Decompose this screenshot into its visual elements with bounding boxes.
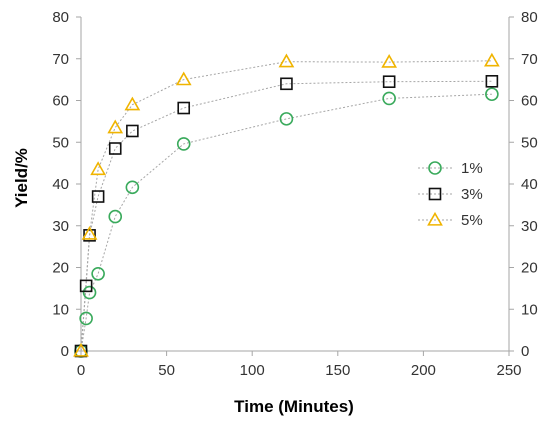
data-point-5pct (90, 161, 106, 176)
y-tick-label-right: 50 (521, 134, 538, 151)
data-point-5pct (107, 119, 124, 134)
data-point-3pct (108, 142, 122, 155)
y-tick-label-right: 60 (521, 93, 538, 110)
y-tick-label-right: 40 (521, 176, 538, 193)
y-tick-label-left: 30 (52, 218, 69, 235)
y-tick-label-right: 0 (521, 343, 529, 360)
data-point-1pct (485, 87, 499, 102)
data-point-1pct (108, 209, 123, 224)
legend: 1% 3% 5% (418, 160, 483, 229)
data-point-5pct (73, 342, 89, 357)
x-tick-label: 100 (240, 362, 265, 379)
data-point-1pct (176, 137, 191, 151)
data-point-5pct (484, 52, 500, 67)
y-tick-label-left: 0 (61, 343, 69, 360)
y-axis-title: Yield/% (12, 148, 31, 208)
x-tick-label: 250 (496, 362, 521, 379)
series-markers (73, 52, 500, 358)
legend-label-3pct: 3% (461, 186, 483, 203)
data-point-1pct (91, 266, 105, 281)
legend-marker-1pct (428, 161, 442, 175)
data-point-3pct (485, 74, 499, 88)
data-point-1pct (79, 311, 93, 326)
y-tick-label-right: 20 (521, 260, 538, 277)
legend-label-5pct: 5% (461, 212, 483, 229)
y-tick-label-right: 70 (521, 51, 538, 68)
data-point-1pct (382, 91, 396, 106)
data-point-3pct (280, 77, 293, 91)
data-point-5pct (81, 225, 98, 240)
series-lines (80, 60, 492, 352)
data-point-3pct (83, 229, 96, 242)
data-point-1pct (82, 285, 97, 300)
axes (76, 16, 514, 356)
legend-marker-3pct (428, 187, 442, 201)
data-point-3pct (79, 279, 93, 293)
y-tick-label-left: 50 (52, 134, 69, 151)
data-point-5pct (124, 96, 141, 111)
y-tick-label-left: 40 (52, 176, 69, 193)
x-tick-label: 0 (77, 362, 85, 379)
data-point-3pct (177, 101, 191, 115)
data-point-5pct (278, 53, 295, 68)
y-tick-label-right: 80 (521, 9, 538, 26)
x-tick-label: 200 (411, 362, 436, 379)
y-tick-label-right: 30 (521, 218, 538, 235)
x-tick-label: 150 (325, 362, 350, 379)
series-line-1pct (80, 93, 492, 352)
data-point-5pct (175, 71, 192, 86)
x-axis-title: Time (Minutes) (234, 397, 354, 416)
y-tick-label-left: 70 (52, 51, 69, 68)
data-point-5pct (381, 53, 398, 68)
y-tick-label-left: 60 (52, 93, 69, 110)
data-point-3pct (126, 124, 139, 138)
legend-label-1pct: 1% (461, 160, 483, 177)
data-point-1pct (279, 112, 294, 126)
data-point-3pct (91, 190, 105, 203)
series-line-5pct (80, 60, 492, 352)
series-line-3pct (80, 80, 492, 352)
y-tick-label-left: 20 (52, 260, 69, 277)
y-tick-label-left: 10 (52, 301, 69, 318)
legend-marker-5pct (427, 211, 443, 226)
y-tick-label-right: 10 (521, 301, 538, 318)
x-tick-label: 50 (158, 362, 175, 379)
data-point-1pct (125, 180, 140, 195)
y-tick-label-left: 80 (52, 9, 69, 26)
data-point-3pct (382, 75, 396, 89)
